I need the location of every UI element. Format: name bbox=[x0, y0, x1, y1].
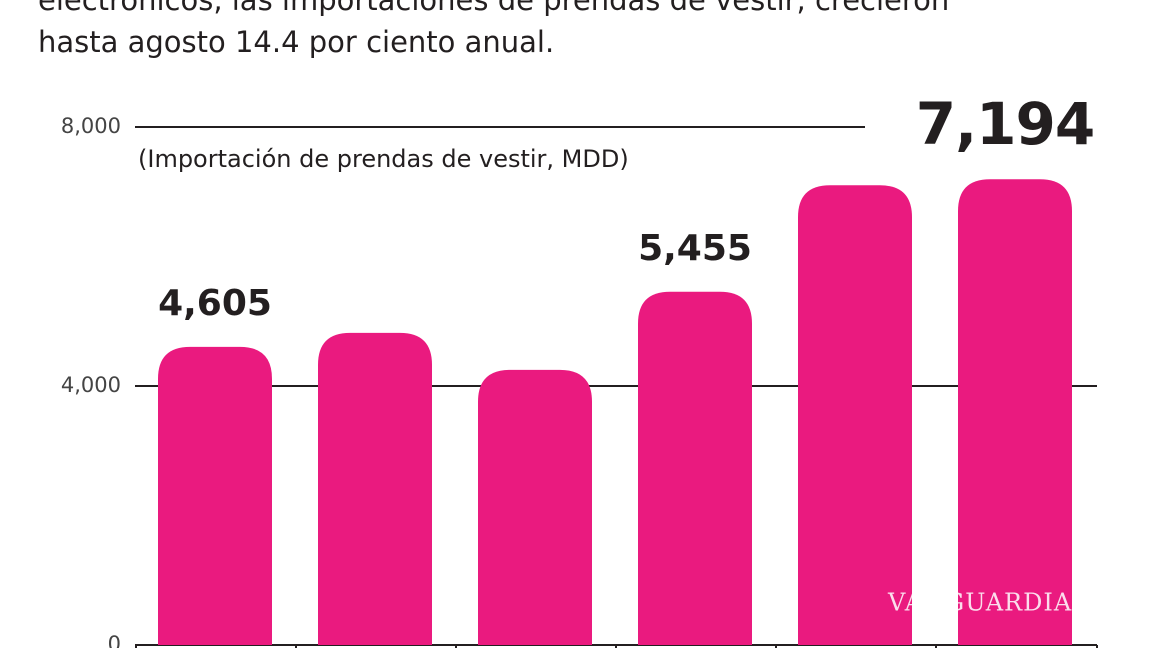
y-tick-label: 4,000 bbox=[61, 373, 121, 397]
bar bbox=[478, 369, 592, 645]
bar bbox=[638, 291, 752, 645]
value-label: 5,455 bbox=[638, 228, 752, 269]
bar bbox=[318, 332, 432, 645]
y-tick-label: 8,000 bbox=[61, 114, 121, 138]
value-label: 4,605 bbox=[158, 283, 272, 324]
value-label: 7,194 bbox=[916, 90, 1094, 158]
watermark: VANGUARDIA bbox=[887, 589, 1072, 617]
subtitle-line: electrónicos, las importaciones de prend… bbox=[38, 0, 949, 17]
bar bbox=[158, 346, 272, 645]
subtitle-line: hasta agosto 14.4 por ciento anual. bbox=[38, 25, 554, 59]
bar bbox=[958, 179, 1072, 645]
bar bbox=[798, 185, 912, 645]
y-tick-label: 0 bbox=[108, 632, 121, 648]
y-axis-label: (Importación de prendas de vestir, MDD) bbox=[138, 145, 629, 173]
